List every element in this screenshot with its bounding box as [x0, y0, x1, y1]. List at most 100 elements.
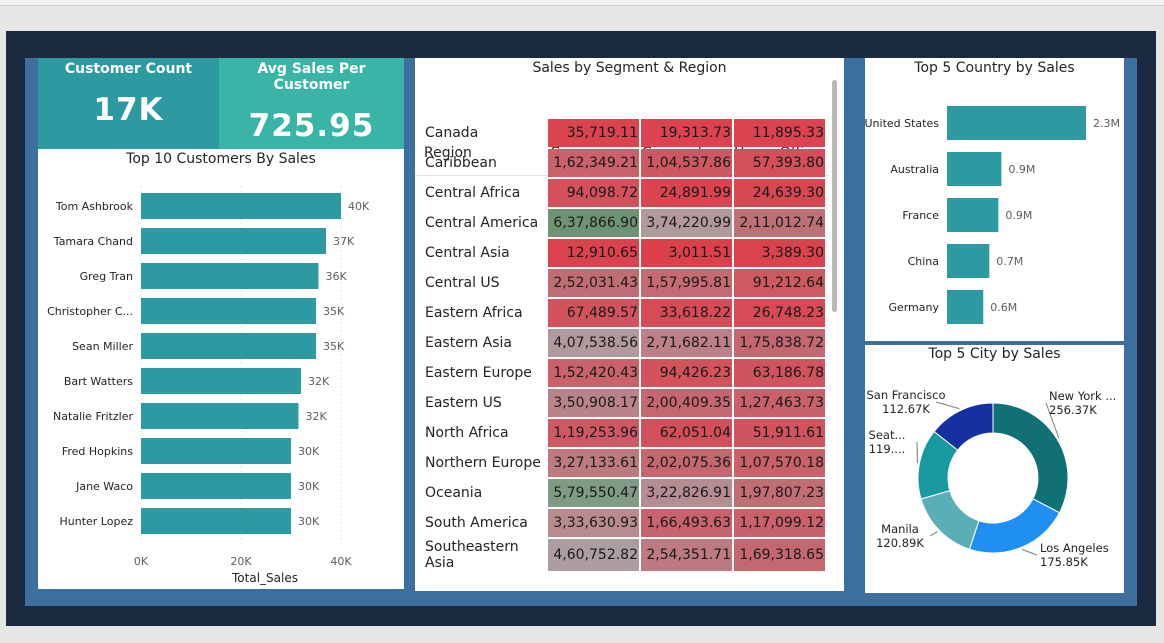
matrix-row[interactable]: Caribbean 1,62,349.21 1,04,537.86 57,393.80	[423, 149, 825, 177]
bar-value-label: 35K	[323, 340, 345, 353]
matrix-region-cell: Eastern US	[425, 395, 502, 411]
customer-bar	[141, 228, 326, 254]
matrix-region-cell: Eastern Europe	[425, 365, 532, 381]
matrix-value-cell-corporate: 94,426.23	[641, 359, 732, 387]
matrix-value-cell-corporate: 19,313.73	[641, 119, 732, 147]
matrix-value-cell-home: 1,27,463.73	[734, 389, 825, 417]
kpi-avg-sales[interactable]: Avg Sales Per Customer 725.95	[219, 58, 404, 149]
top-customers-title: Top 10 Customers By Sales	[126, 151, 316, 167]
matrix-value-cell-consumer: 12,910.65	[548, 239, 639, 267]
matrix-value-cell-consumer: 6,37,866.90	[548, 209, 639, 237]
matrix-row[interactable]: Central America 6,37,866.90 3,74,220.99 2,1…	[423, 209, 825, 237]
city-slice[interactable]	[933, 402, 994, 451]
city-name-label: Seat...	[869, 428, 906, 442]
country-value-label: 0.9M	[1008, 163, 1035, 176]
kpi-customer-count[interactable]: Customer Count 17K	[38, 58, 219, 149]
top-country-chart: United States 2.3M Australia 0.9M France 0.9M…	[865, 106, 1120, 324]
country-bar	[947, 106, 1086, 140]
customer-name-label: Hunter Lopez	[59, 515, 133, 528]
matrix-value-cell-consumer: 2,52,031.43	[548, 269, 639, 297]
top-country-panel[interactable]: Top 5 Country by Sales United States 2.3M…	[865, 58, 1124, 341]
x-tick-label: 0K	[134, 555, 149, 568]
matrix-row[interactable]: Eastern US 3,50,908.17 2,00,409.35 1,27,463…	[423, 389, 825, 417]
matrix-value-cell-home: 91,212.64	[734, 269, 825, 297]
top-customers-panel[interactable]: Top 10 Customers By Sales 0K 20K 40K Tom As…	[38, 149, 404, 589]
city-slice[interactable]	[920, 489, 980, 550]
matrix-value-cell-corporate: 24,891.99	[641, 179, 732, 207]
customer-bar	[141, 508, 291, 534]
x-tick-label: 40K	[330, 555, 352, 568]
app-top-bar	[0, 0, 1164, 6]
matrix-value-cell-home: 1,07,570.18	[734, 449, 825, 477]
matrix-row[interactable]: South America 3,33,630.93 1,66,493.63 1,17,…	[423, 509, 825, 537]
matrix-value-cell-consumer: 1,62,349.21	[548, 149, 639, 177]
matrix-value-cell-consumer: 1,19,253.96	[548, 419, 639, 447]
customer-bar	[141, 403, 299, 429]
matrix-row[interactable]: North Africa 1,19,253.96 62,051.04 51,911.6…	[423, 419, 825, 447]
bar-value-label: 37K	[333, 235, 355, 248]
bar-value-label: 32K	[308, 375, 330, 388]
matrix-region-cell: Eastern Africa	[425, 305, 523, 321]
customer-name-label: Greg Tran	[80, 270, 133, 283]
matrix-value-cell-home: 3,389.30	[734, 239, 825, 267]
matrix-header-region[interactable]: Region	[424, 145, 472, 161]
country-bar	[947, 244, 990, 278]
matrix-row[interactable]: Canada 35,719.11 19,313.73 11,895.33	[423, 119, 825, 147]
matrix-value-cell-home: 1,17,099.12	[734, 509, 825, 537]
city-value-label: 256.37K	[1049, 403, 1097, 417]
matrix-value-cell-home: 2,11,012.74	[734, 209, 825, 237]
segment-region-matrix-panel[interactable]: Sales by Segment & Region Region Consume…	[415, 58, 844, 591]
matrix-value-cell-consumer: 35,719.11	[548, 119, 639, 147]
matrix-row[interactable]: Eastern Asia 4,07,538.56 2,71,682.11 1,75,8…	[423, 329, 825, 357]
matrix-scrollbar[interactable]	[832, 80, 837, 312]
kpi-customer-count-label: Customer Count	[64, 61, 193, 77]
top-city-panel[interactable]: Top 5 City by Sales New York ... 256.37K L…	[865, 345, 1124, 593]
bar-value-label: 30K	[298, 480, 320, 493]
customer-bar	[141, 368, 301, 394]
matrix-value-cell-corporate: 3,74,220.99	[641, 209, 732, 237]
city-name-label: Los Angeles	[1040, 541, 1109, 555]
customer-bar	[141, 473, 291, 499]
country-name-label: Germany	[888, 301, 939, 314]
matrix-row[interactable]: Northern Europe 3,27,133.61 2,02,075.36 1,0…	[423, 449, 825, 477]
matrix-value-cell-consumer: 3,50,908.17	[548, 389, 639, 417]
country-bar	[947, 198, 999, 232]
matrix-region-cell: Oceania	[425, 485, 483, 501]
city-slice[interactable]	[992, 402, 1069, 514]
customer-bar	[141, 333, 316, 359]
matrix-title: Sales by Segment & Region	[532, 60, 727, 76]
matrix-value-cell-corporate: 1,04,537.86	[641, 149, 732, 177]
country-bar	[947, 290, 984, 324]
top-city-title: Top 5 City by Sales	[928, 346, 1061, 362]
matrix-value-cell-corporate: 1,66,493.63	[641, 509, 732, 537]
x-tick-label: 20K	[230, 555, 252, 568]
country-value-label: 0.9M	[1005, 209, 1032, 222]
matrix-row[interactable]: Central Asia 12,910.65 3,011.51 3,389.30	[423, 239, 825, 267]
matrix-value-cell-corporate: 62,051.04	[641, 419, 732, 447]
matrix-row[interactable]: Oceania 5,79,550.47 3,22,826.91 1,97,807.23	[423, 479, 825, 507]
matrix-region-cell: Central US	[425, 275, 500, 291]
matrix-row[interactable]: Eastern Africa 67,489.57 33,618.22 26,748.2…	[423, 299, 825, 327]
leader-line	[1021, 548, 1038, 556]
customer-name-label: Natalie Fritzler	[53, 410, 133, 423]
customer-name-label: Tom Ashbrook	[55, 200, 134, 213]
matrix-row[interactable]: Central US 2,52,031.43 1,57,995.81 91,212.6…	[423, 269, 825, 297]
matrix-value-cell-corporate: 2,54,351.71	[641, 539, 732, 571]
top-country-title: Top 5 Country by Sales	[914, 60, 1075, 76]
country-name-label: Australia	[890, 163, 939, 176]
matrix-region-cell: Eastern Asia	[425, 335, 512, 351]
matrix-value-cell-corporate: 3,22,826.91	[641, 479, 732, 507]
matrix-value-cell-home: 63,186.78	[734, 359, 825, 387]
country-value-label: 0.6M	[990, 301, 1017, 314]
matrix-row[interactable]: Eastern Europe 1,52,420.43 94,426.23 63,186…	[423, 359, 825, 387]
matrix-value-cell-home: 51,911.61	[734, 419, 825, 447]
matrix-row[interactable]: Southeastern Asia 4,60,752.82 2,54,351.71 1…	[423, 539, 825, 571]
matrix-value-cell-consumer: 67,489.57	[548, 299, 639, 327]
x-axis-title: Total_Sales	[231, 571, 298, 585]
matrix-value-cell-home: 11,895.33	[734, 119, 825, 147]
matrix-value-cell-corporate: 3,011.51	[641, 239, 732, 267]
matrix-value-cell-home: 24,639.30	[734, 179, 825, 207]
matrix-value-cell-home: 1,75,838.72	[734, 329, 825, 357]
matrix-row[interactable]: Central Africa 94,098.72 24,891.99 24,639.3…	[423, 179, 825, 207]
bar-value-label: 32K	[306, 410, 328, 423]
